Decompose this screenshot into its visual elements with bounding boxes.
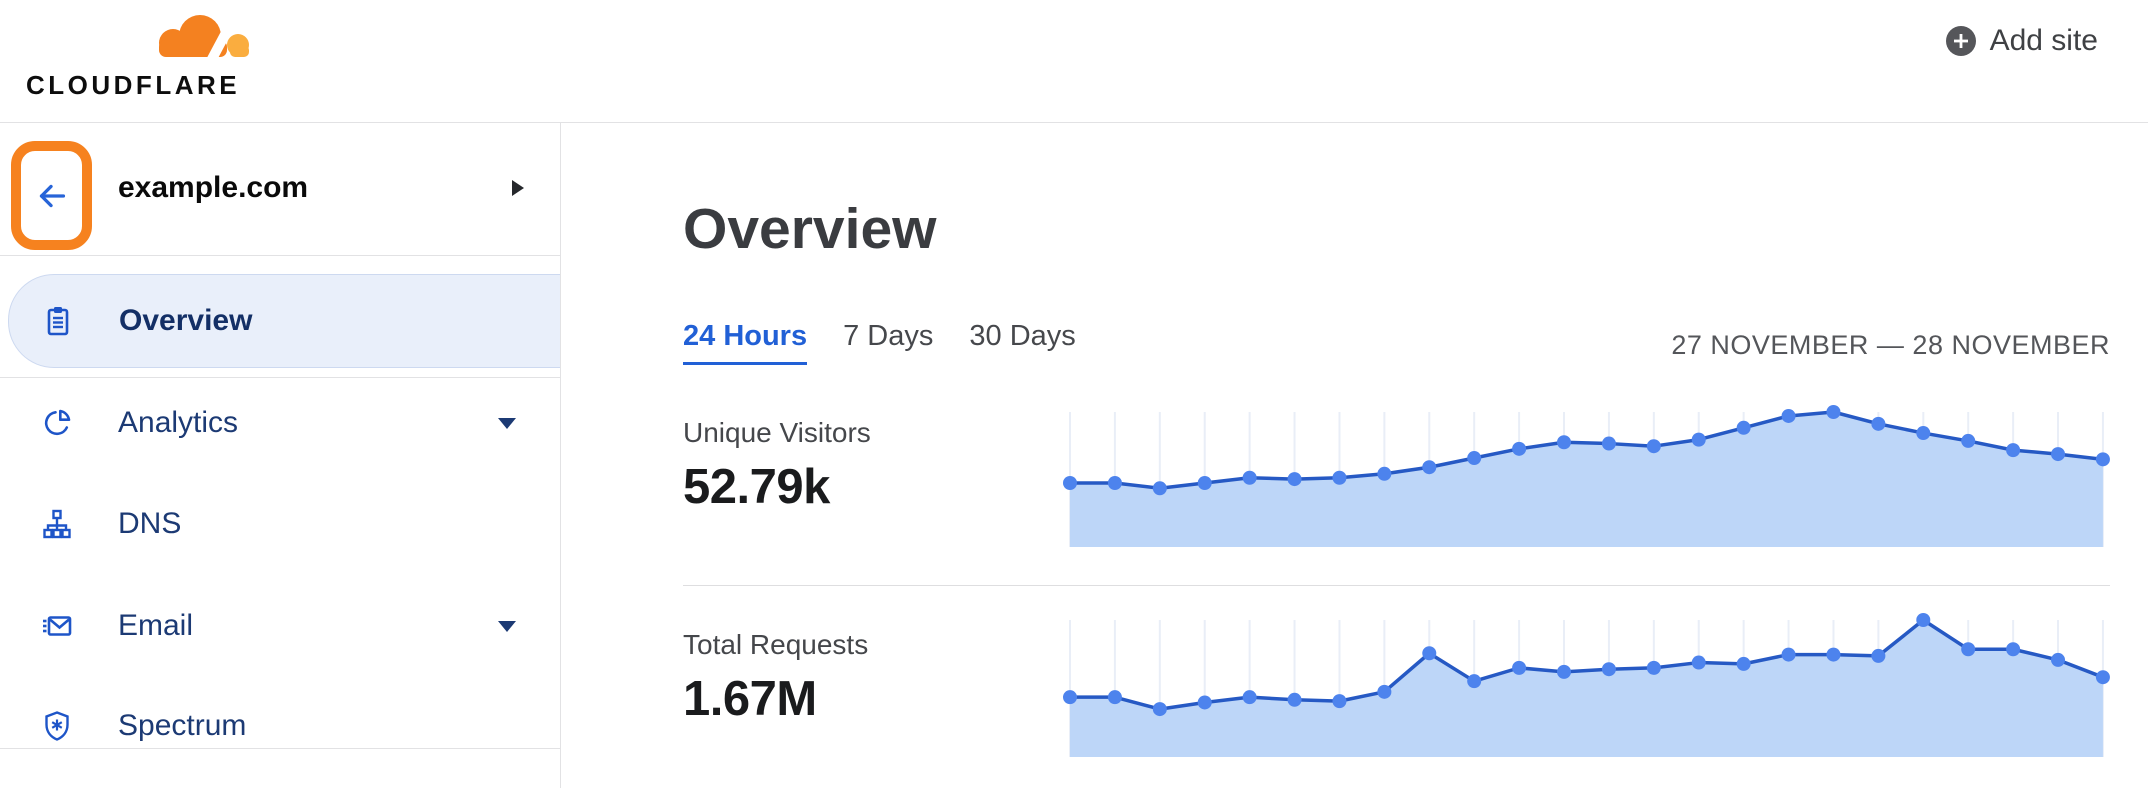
- total-requests-label: Total Requests: [683, 629, 869, 660]
- envelope-icon: [43, 616, 72, 636]
- site-domain-label: example.com: [118, 171, 309, 204]
- back-arrow-icon[interactable]: [31, 175, 73, 217]
- unique-visitors-value: 52.79k: [683, 460, 830, 514]
- pie-chart-icon: [44, 409, 71, 436]
- sidebar-item-email[interactable]: Email: [0, 580, 560, 672]
- sidebar-bottom-divider: [0, 748, 560, 749]
- sidebar-border: [560, 123, 561, 788]
- date-range-label: 27 NOVEMBER — 28 NOVEMBER: [1671, 330, 2110, 360]
- tab-24-hours[interactable]: 24 Hours: [683, 320, 808, 365]
- sidebar: example.com Overview Analytics: [0, 123, 561, 788]
- top-header: CLOUDFLARE Add site: [0, 0, 2148, 123]
- site-selector-row: example.com: [0, 123, 560, 256]
- unique-visitors-label: Unique Visitors: [683, 417, 871, 448]
- site-row-divider: [0, 255, 560, 256]
- shield-icon: [45, 711, 69, 741]
- chevron-down-icon[interactable]: [498, 620, 516, 632]
- total-requests-value: 1.67M: [683, 672, 817, 726]
- sidebar-item-analytics[interactable]: Analytics: [0, 377, 560, 469]
- metrics-divider: [683, 585, 2110, 586]
- sidebar-item-overview[interactable]: Overview: [8, 274, 561, 368]
- cloudflare-cloud-icon: [159, 15, 249, 57]
- clipboard-icon: [47, 307, 69, 336]
- sidebar-item-label: Email: [118, 609, 194, 642]
- add-site-label: Add site: [1989, 24, 2098, 57]
- total-requests-chart: [1063, 613, 2110, 757]
- tab-7-days[interactable]: 7 Days: [843, 320, 934, 352]
- sidebar-item-label: Overview: [119, 304, 253, 337]
- sidebar-item-spectrum[interactable]: Spectrum: [0, 680, 560, 772]
- overview-group-divider: [0, 377, 560, 378]
- time-range-tabs: 24 Hours 7 Days 30 Days: [683, 320, 1076, 365]
- chevron-down-icon[interactable]: [498, 417, 516, 429]
- tutorial-highlight-ring: [11, 141, 92, 250]
- sidebar-item-label: Analytics: [118, 406, 239, 439]
- sidebar-item-label: Spectrum: [118, 709, 247, 742]
- page-title: Overview: [683, 197, 937, 261]
- unique-visitors-chart: [1063, 405, 2110, 547]
- cloudflare-logo[interactable]: CLOUDFLARE: [26, 8, 262, 100]
- sidebar-item-dns[interactable]: DNS: [0, 478, 560, 570]
- header-divider: [0, 122, 2148, 123]
- add-site-button[interactable]: Add site: [1945, 24, 2098, 58]
- cloudflare-wordmark: CLOUDFLARE: [26, 70, 241, 100]
- site-menu-expand-icon[interactable]: [512, 180, 524, 196]
- sitemap-icon: [43, 509, 71, 539]
- sidebar-item-label: DNS: [118, 507, 182, 540]
- plus-icon: [1945, 26, 1976, 56]
- tab-30-days[interactable]: 30 Days: [969, 320, 1076, 352]
